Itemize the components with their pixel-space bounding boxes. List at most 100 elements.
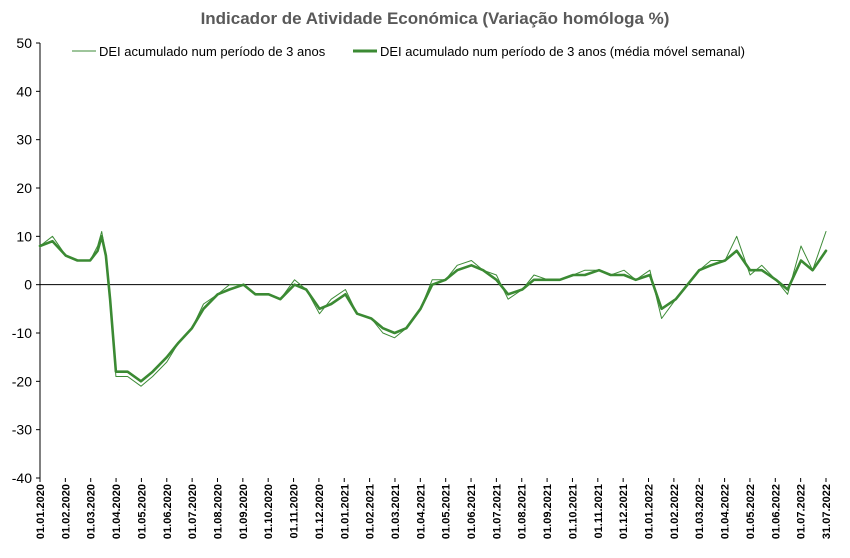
x-tick-label: 01.02.2020 xyxy=(60,484,72,539)
data-point-daily xyxy=(382,332,384,334)
data-point-daily xyxy=(127,376,129,378)
data-point-weekly xyxy=(775,279,777,281)
data-point-weekly xyxy=(496,279,498,281)
data-point-weekly xyxy=(825,250,827,252)
y-tick-label: 50 xyxy=(16,35,32,51)
x-tick-label: 01.05.2022 xyxy=(745,484,757,539)
series-layer xyxy=(38,231,828,387)
data-point-weekly xyxy=(115,371,117,373)
data-point-weekly xyxy=(243,284,245,286)
data-point-weekly xyxy=(255,294,257,296)
data-point-daily xyxy=(203,303,205,305)
data-point-weekly xyxy=(356,313,358,315)
x-tick-label: 01.04.2021 xyxy=(415,484,427,539)
data-point-weekly xyxy=(191,327,193,329)
data-point-daily xyxy=(825,231,827,233)
y-tick-label: -40 xyxy=(12,470,32,486)
x-tick-label: 01.08.2020 xyxy=(212,484,224,539)
data-point-weekly xyxy=(371,318,373,320)
data-point-weekly xyxy=(330,303,332,305)
data-point-weekly xyxy=(800,260,802,262)
data-point-weekly xyxy=(471,265,473,267)
x-tick-label: 01.03.2022 xyxy=(694,484,706,539)
data-point-weekly xyxy=(65,255,67,257)
x-tick-label: 01.11.2020 xyxy=(289,484,301,538)
chart-title: Indicador de Atividade Económica (Variaç… xyxy=(201,9,670,28)
data-point-daily xyxy=(533,274,535,276)
data-point-weekly xyxy=(420,308,422,310)
data-point-daily xyxy=(736,236,738,238)
data-point-daily xyxy=(749,274,751,276)
data-point-daily xyxy=(294,279,296,281)
data-point-weekly xyxy=(482,269,484,271)
data-point-weekly xyxy=(635,279,637,281)
x-tick-label: 01.02.2021 xyxy=(365,484,377,539)
data-point-daily xyxy=(345,289,347,291)
x-tick-label: 01.05.2020 xyxy=(136,484,148,539)
data-point-weekly xyxy=(431,284,433,286)
series-line-weekly-average xyxy=(38,235,828,383)
y-axis: -40 -30 -20 -10 0 10 20 30 40 50 xyxy=(12,35,41,486)
data-point-daily xyxy=(140,385,142,387)
data-point-weekly xyxy=(761,269,763,271)
y-tick-label: 40 xyxy=(16,83,32,99)
x-tick-label: 01.06.2021 xyxy=(466,484,478,539)
data-point-weekly xyxy=(445,279,447,281)
y-tick-label: -30 xyxy=(12,422,32,438)
x-tick-label: 01.04.2020 xyxy=(111,484,123,539)
data-point-weekly xyxy=(152,371,154,373)
data-point-weekly xyxy=(724,260,726,262)
data-point-weekly xyxy=(294,284,296,286)
data-point-daily xyxy=(661,318,663,320)
data-point-weekly xyxy=(178,342,180,344)
x-tick-label: 01.10.2021 xyxy=(567,484,579,539)
data-point-daily xyxy=(152,376,154,378)
x-tick-label: 31.07.2022 xyxy=(821,484,833,539)
data-point-daily xyxy=(394,337,396,339)
data-point-weekly xyxy=(675,298,677,300)
x-axis: 01.01.2020 01.02.2020 01.03.2020 01.04.2020… xyxy=(35,284,833,539)
legend-label-weekly: DEI acumulado num período de 3 anos (méd… xyxy=(380,44,745,59)
y-tick-label: -20 xyxy=(12,373,32,389)
data-point-weekly xyxy=(394,332,396,334)
data-point-daily xyxy=(229,284,231,286)
x-tick-label: 01.06.2020 xyxy=(162,484,174,539)
data-point-weekly xyxy=(268,294,270,296)
data-point-weekly xyxy=(507,294,509,296)
legend: DEI acumulado num período de 3 anos DEI … xyxy=(72,44,745,59)
y-tick-label: 10 xyxy=(16,228,32,244)
x-tick-label: 01.11.2021 xyxy=(593,484,605,538)
data-point-weekly xyxy=(572,274,574,276)
data-point-daily xyxy=(787,294,789,296)
data-point-weekly xyxy=(623,274,625,276)
data-point-weekly xyxy=(105,255,107,257)
data-point-weekly xyxy=(382,327,384,329)
data-point-daily xyxy=(800,245,802,247)
data-point-weekly xyxy=(101,236,103,238)
x-tick-label: 01.07.2021 xyxy=(491,484,503,539)
data-point-daily xyxy=(649,269,651,271)
x-tick-label: 01.07.2020 xyxy=(187,484,199,539)
data-point-daily xyxy=(330,298,332,300)
data-point-weekly xyxy=(610,274,612,276)
data-point-weekly xyxy=(406,327,408,329)
data-point-weekly xyxy=(710,265,712,267)
data-point-daily xyxy=(496,274,498,276)
data-point-weekly xyxy=(89,260,91,262)
data-point-weekly xyxy=(787,289,789,291)
data-point-daily xyxy=(456,265,458,267)
data-point-weekly xyxy=(522,289,524,291)
data-point-weekly xyxy=(52,240,54,242)
data-point-daily xyxy=(101,231,103,233)
y-tick-label: 0 xyxy=(24,277,32,293)
data-point-daily xyxy=(710,260,712,262)
data-point-weekly xyxy=(749,269,751,271)
data-point-weekly xyxy=(559,279,561,281)
x-tick-label: 01.09.2020 xyxy=(238,484,250,539)
data-point-weekly xyxy=(345,294,347,296)
data-point-weekly xyxy=(456,269,458,271)
data-point-daily xyxy=(507,298,509,300)
data-point-weekly xyxy=(140,381,142,383)
data-point-weekly xyxy=(319,308,321,310)
